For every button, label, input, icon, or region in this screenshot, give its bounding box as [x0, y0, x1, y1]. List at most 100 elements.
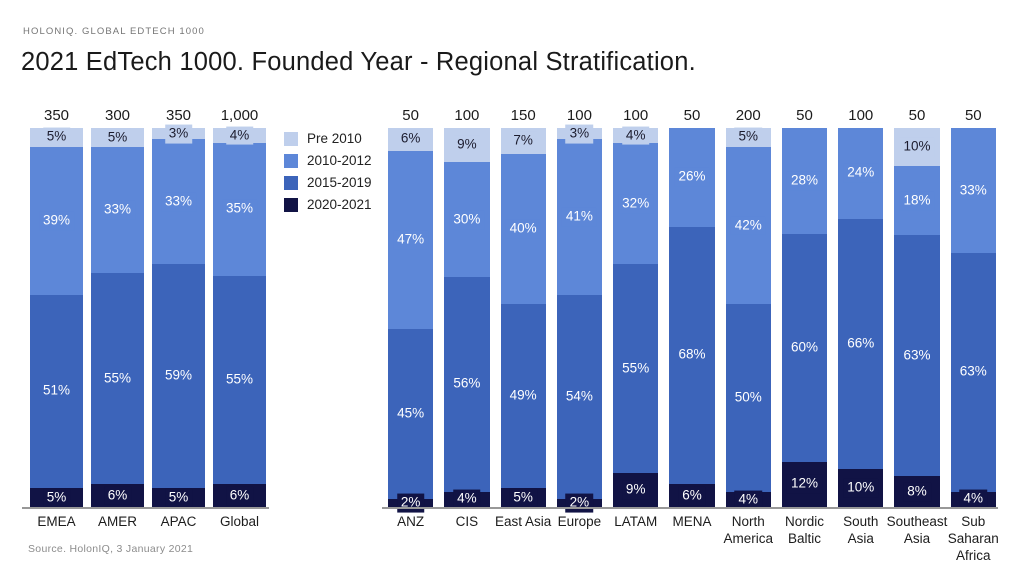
bar-category-label: ANZ — [397, 514, 425, 529]
segment-percent-label: 60% — [786, 338, 822, 358]
bar-stack: 6% 47% 45% 2% — [388, 128, 434, 513]
segment-percent-label: 45% — [393, 404, 429, 424]
segment-2015-2019: 50% — [725, 304, 771, 492]
segment-2020-2021: 2% — [556, 493, 603, 513]
segment-percent-label: 9% — [621, 480, 650, 500]
bar-category-label: Europe — [557, 514, 602, 529]
segment-pre-2010: 5% — [725, 127, 771, 147]
segment-2015-2019: 59% — [152, 264, 205, 489]
bar-total: 100 — [623, 107, 649, 124]
segment-percent-label: 8% — [903, 482, 931, 502]
segment-percent-label: 41% — [561, 207, 597, 227]
segment-2010-2012: 40% — [500, 154, 546, 305]
segment-2020-2021: 10% — [838, 469, 884, 507]
segment-pre-2010: 6% — [388, 128, 434, 151]
segment-percent-label: 18% — [899, 191, 935, 211]
segment-percent-label: 3% — [565, 124, 594, 144]
legend-item-2020-2021: 2020-2021 — [284, 197, 372, 212]
segment-2010-2012: 47% — [388, 150, 434, 329]
segment-pre-2010: 10% — [894, 128, 940, 167]
bar-category-label: North America — [723, 514, 773, 546]
segment-percent-label: 55% — [99, 369, 136, 389]
segment-2010-2012: 26% — [669, 128, 715, 227]
bar-total: 150 — [510, 107, 536, 124]
legend-item-2015-2019: 2015-2019 — [284, 175, 372, 190]
segment-percent-label: 12% — [786, 474, 822, 494]
bar-category-label: Southeast Asia — [886, 514, 948, 546]
segment-2010-2012: 24% — [838, 128, 884, 219]
segment-percent-label: 4% — [453, 489, 481, 509]
segment-percent-label: 40% — [505, 219, 541, 239]
bar-category-label: EMEA — [37, 514, 76, 529]
bar-total: 100 — [848, 107, 874, 124]
segment-percent-label: 49% — [505, 386, 541, 406]
segment-percent-label: 55% — [221, 370, 258, 390]
segment-percent-label: 63% — [899, 346, 935, 366]
segment-2020-2021: 12% — [781, 461, 828, 508]
segment-percent-label: 2% — [396, 493, 425, 513]
segment-2010-2012: 33% — [91, 147, 144, 274]
segment-percent-label: 55% — [618, 359, 654, 379]
segment-2020-2021: 4% — [950, 489, 996, 509]
bar-global: 1,000 4% 35% 55% 6% — [213, 104, 266, 507]
segment-pre-2010: 9% — [444, 128, 490, 163]
bar-total: 50 — [796, 107, 813, 124]
bar-total: 300 — [104, 107, 131, 124]
segment-percent-label: 5% — [103, 128, 132, 147]
bar-total: 50 — [402, 107, 419, 124]
segment-percent-label: 5% — [42, 488, 71, 507]
bar-nordic-baltic: 50 28% 60% 12% — [781, 104, 828, 508]
bar-stack: 4% 32% 55% 9% — [613, 126, 659, 507]
bar-stack: 7% 40% 49% 5% — [500, 128, 546, 508]
bar-anz: 50 6% 47% 45% 2% — [388, 104, 434, 513]
bar-category-label: CIS — [455, 514, 479, 529]
segment-2015-2019: 55% — [213, 275, 266, 485]
legend-label: 2010-2012 — [307, 153, 372, 168]
segment-percent-label: 6% — [225, 486, 254, 506]
bar-total: 200 — [735, 107, 761, 124]
legend-swatch-2020-2021 — [284, 197, 298, 212]
bar-stack: 10% 18% 63% 8% — [894, 128, 940, 507]
segment-percent-label: 39% — [38, 211, 75, 231]
bar-stack: 26% 68% 6% — [669, 128, 715, 507]
bar-stack: 28% 60% 12% — [781, 128, 828, 508]
x-axis-line — [382, 507, 998, 509]
legend-item-pre-2010: Pre 2010 — [284, 131, 372, 146]
segment-percent-label: 47% — [393, 230, 429, 250]
bar-category-label: MENA — [672, 514, 712, 529]
segment-2010-2012: 33% — [152, 139, 205, 265]
bars-row: 350 5% 39% 51% 5% 300 5% 33% 55% 6% 350 3% 33% 59% 5% 1… — [30, 104, 266, 508]
segment-2020-2021: 8% — [894, 476, 940, 507]
segment-percent-label: 4% — [959, 489, 988, 509]
segment-percent-label: 42% — [730, 216, 766, 235]
segment-2010-2012: 42% — [725, 146, 771, 305]
bar-stack: 3% 41% 54% 2% — [556, 124, 603, 513]
segment-pre-2010: 5% — [91, 128, 144, 148]
chart-regional-detail: 50 6% 47% 45% 2% 100 9% 30% 56% 4% 150 7% 40% 49% 5% 10… — [382, 104, 999, 565]
segment-2015-2019: 68% — [669, 226, 715, 485]
bar-total: 50 — [964, 107, 982, 124]
segment-percent-label: 4% — [225, 126, 254, 146]
segment-2015-2019: 56% — [444, 277, 490, 492]
legend-swatch-pre-2010 — [284, 131, 298, 146]
bar-stack: 33% 63% 4% — [950, 128, 996, 509]
bar-total: 50 — [683, 107, 701, 124]
segment-2015-2019: 45% — [388, 328, 434, 500]
bar-amer: 300 5% 33% 55% 6% — [91, 104, 144, 507]
segment-pre-2010: 5% — [30, 128, 83, 147]
segment-2020-2021: 6% — [91, 484, 144, 507]
segment-percent-label: 35% — [221, 200, 258, 219]
segment-percent-label: 7% — [509, 131, 537, 151]
segment-percent-label: 2% — [565, 493, 594, 513]
segment-2015-2019: 51% — [30, 294, 83, 489]
bar-cis: 100 9% 30% 56% 4% — [444, 104, 490, 509]
segment-percent-label: 5% — [734, 127, 762, 147]
segment-percent-label: 6% — [678, 486, 706, 506]
bar-total: 350 — [165, 107, 192, 124]
bar-stack: 4% 35% 55% 6% — [213, 126, 266, 507]
segment-percent-label: 68% — [674, 345, 710, 365]
bar-apac: 350 3% 33% 59% 5% — [152, 104, 205, 507]
bar-sub-saharan-africa: 50 33% 63% 4% — [950, 104, 996, 509]
segment-2010-2012: 41% — [556, 139, 603, 295]
segment-percent-label: 30% — [449, 210, 485, 230]
